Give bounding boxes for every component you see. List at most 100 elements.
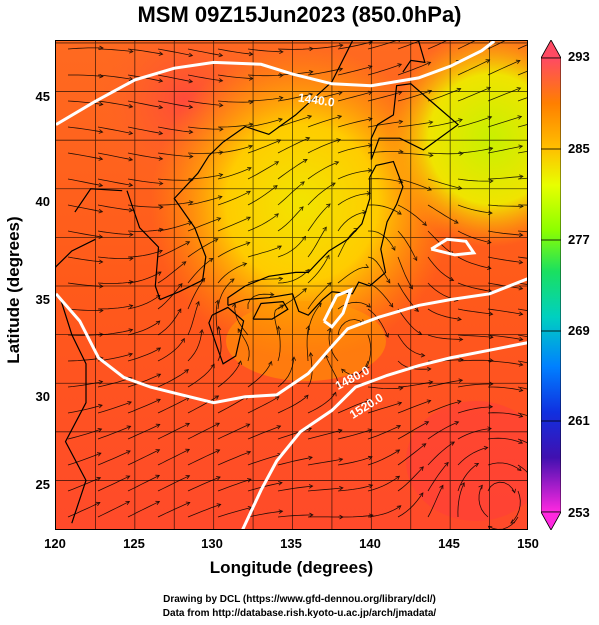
streamline [341,360,369,376]
streamline [427,334,463,340]
streamline [217,395,249,414]
streamline-arrowhead [518,232,524,238]
streamline-arrowhead [215,449,221,454]
streamline-arrowhead [98,129,104,134]
streamline-arrowhead [98,234,104,239]
streamline-arrowhead [270,292,275,297]
streamline [247,74,284,77]
streamline-arrowhead [158,249,163,254]
credit-drawing: Drawing by DCL (https://www.gfd-dennou.o… [163,594,436,605]
map-plot-area: 1440.0 1480.0 1520.0 [55,40,528,530]
streamline [367,204,402,215]
streamline-arrowhead [336,138,342,143]
streamline [67,256,103,263]
streamline [457,463,479,492]
streamline [247,185,278,206]
streamline-arrowhead [368,484,374,489]
streamline-arrowhead [488,311,494,316]
streamline [487,308,523,315]
streamline [307,182,336,206]
streamline [187,258,214,284]
coastline-korea [126,141,224,301]
streamline [397,61,431,76]
streamline-arrowhead [303,159,308,164]
streamline-arrowhead [126,425,132,430]
streamline-arrowhead [218,102,224,108]
streamline [367,256,391,284]
streamline [187,395,219,414]
streamline-arrowhead [237,360,243,365]
streamline [457,447,488,466]
streamline [247,453,282,466]
streamline-arrowhead [184,369,189,374]
coastline-hokkaido [370,83,460,160]
streamline-arrowhead [180,337,185,343]
streamline [67,502,101,518]
streamline [217,423,250,440]
streamline [337,169,372,180]
streamline-arrowhead [454,421,460,426]
streamline-arrowhead [216,325,222,331]
colorbar-tick-293: 293 [568,49,590,64]
streamline [127,295,161,310]
streamline [517,256,527,259]
streamline [457,87,491,102]
streamline-arrowhead [384,333,389,338]
streamline-arrowhead [185,448,191,453]
streamline [247,161,279,180]
streamline [157,178,193,181]
streamline-arrowhead [188,104,194,110]
streamline-arrowhead [279,49,284,55]
streamline [127,320,161,336]
streamline [67,152,103,160]
streamline-arrowhead [366,303,372,308]
x-tick-135: 135 [280,536,302,551]
streamline [187,174,223,180]
colorbar-tick-261: 261 [568,413,590,428]
streamline [397,381,433,388]
streamline-arrowhead [215,422,221,427]
streamline [367,402,402,414]
streamline-arrowhead [367,428,373,433]
y-axis-label: Latitude (degrees) [4,216,23,364]
streamline [247,139,281,154]
streamline [487,145,523,154]
streamline [97,401,132,414]
y-tick-35: 35 [35,292,50,307]
streamline-arrowhead [98,156,104,161]
streamline-arrowhead [216,476,221,481]
streamline-arrowhead [396,505,402,510]
coastline-liaodong [74,188,123,213]
streamline-arrowhead [414,307,420,312]
streamline [457,482,465,518]
streamline [247,482,283,492]
streamline-arrowhead [213,238,219,243]
streamline [127,228,163,232]
streamline [187,329,203,362]
streamline [487,204,524,207]
streamline [427,441,455,466]
streamline [247,510,283,518]
contour-line-1480-loop-south [322,287,354,329]
streamline [127,126,163,134]
streamline [97,178,133,186]
streamline [517,334,527,338]
streamline [337,301,371,310]
streamline-arrowhead [128,130,134,136]
streamline-arrowhead [368,117,373,122]
streamline [517,70,527,76]
streamline [325,354,339,388]
streamline [457,428,492,440]
streamline-arrowhead [456,87,462,93]
streamline-arrowhead [218,78,224,83]
streamline [247,118,283,128]
streamline [217,167,252,180]
streamline [187,476,221,492]
streamline-arrowhead [488,210,493,216]
streamline-arrowhead [217,195,223,200]
streamline [97,152,133,161]
streamline-arrowhead [158,78,164,83]
streamline [367,386,403,389]
streamline [510,490,521,524]
streamline [457,116,492,128]
